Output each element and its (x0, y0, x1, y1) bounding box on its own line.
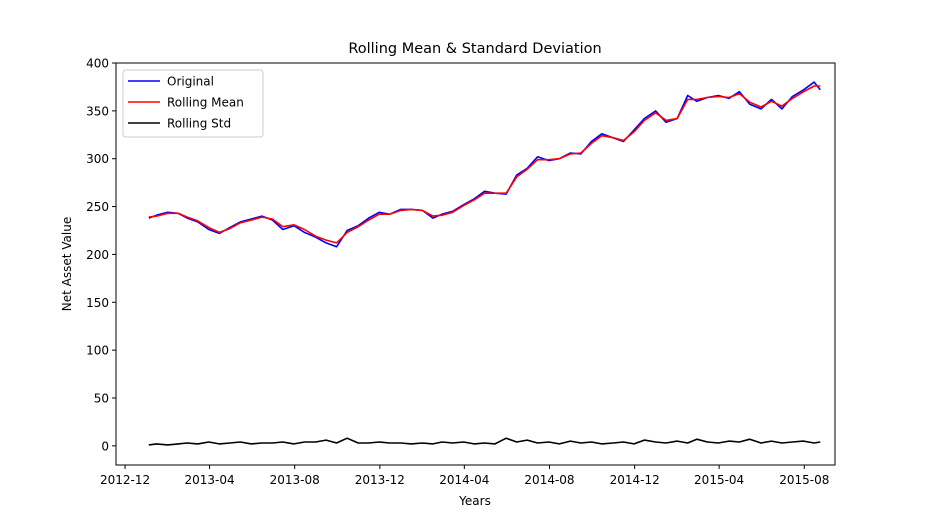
y-tick-label: 150 (86, 296, 109, 310)
legend-items: Original Rolling Mean Rolling Std (128, 75, 244, 131)
x-tick-label: 2013-08 (270, 473, 320, 487)
x-tick-label: 2014-08 (524, 473, 574, 487)
series-layer (148, 81, 821, 446)
y-tick-label: 350 (86, 104, 109, 118)
legend-label-rolling-mean: Rolling Mean (167, 96, 244, 110)
y-tick-label: 200 (86, 248, 109, 262)
x-tick-label: 2015-08 (779, 473, 829, 487)
legend-label-original: Original (167, 75, 214, 89)
series-line-rolling-std (148, 437, 821, 446)
y-tick-label: 250 (86, 200, 109, 214)
y-tick-label: 100 (86, 344, 109, 358)
legend-box (122, 69, 264, 138)
legend: Original Rolling Mean Rolling Std (122, 69, 264, 138)
x-axis-title: Years (458, 494, 491, 508)
legend-label-rolling-std: Rolling Std (167, 117, 231, 131)
y-tick-label: 300 (86, 152, 109, 166)
x-axis: 2012-12 2013-04 2013-08 2013-12 2014-04 2014-… (100, 465, 829, 487)
series-line-rolling-mean (148, 85, 821, 244)
y-tick-label: 50 (94, 392, 109, 406)
x-tick-label: 2015-04 (694, 473, 744, 487)
y-axis-title: Net Asset Value (60, 217, 74, 311)
y-tick-label: 400 (86, 57, 109, 71)
x-tick-label: 2013-04 (184, 473, 234, 487)
x-tick-label: 2013-12 (355, 473, 405, 487)
x-tick-label: 2012-12 (100, 473, 150, 487)
x-tick-label: 2014-04 (439, 473, 489, 487)
y-tick-label: 0 (101, 439, 109, 453)
x-tick-label: 2014-12 (610, 473, 660, 487)
y-axis: 0 50 100 150 200 250 300 350 400 (86, 57, 116, 453)
chart-title: Rolling Mean & Standard Deviation (348, 41, 601, 57)
